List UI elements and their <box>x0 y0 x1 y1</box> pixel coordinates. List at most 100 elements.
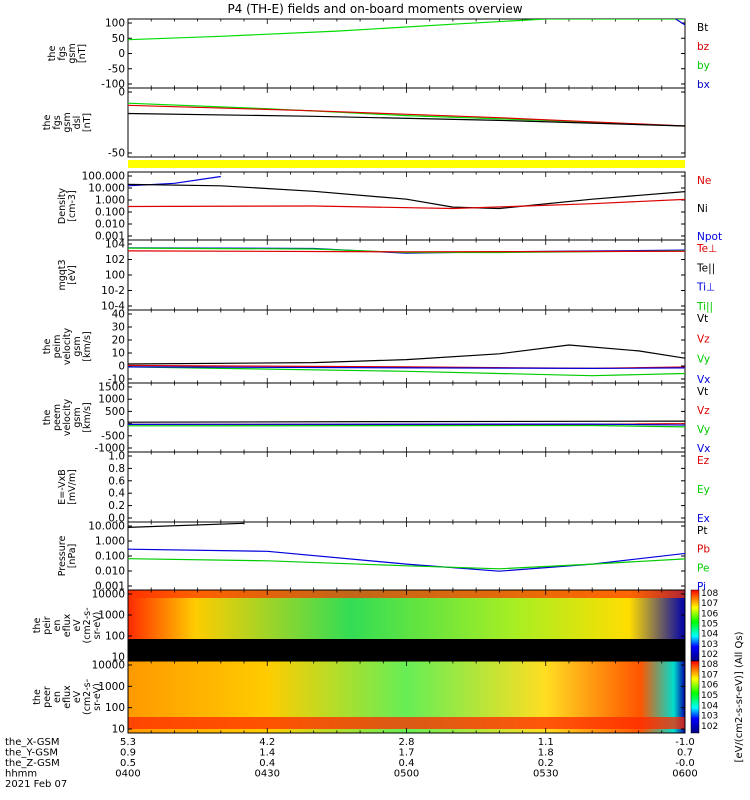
y-tick-label: 30 <box>112 322 125 334</box>
y-tick-label: 104 <box>105 239 125 251</box>
data-availability-bar <box>128 160 685 168</box>
y-tick-label: -50 <box>108 148 125 160</box>
y-axis-label: E=-VxB [mV/m] <box>57 469 78 505</box>
svg-text:[nT]: [nT] <box>82 113 93 132</box>
y-tick-label: 10-4 <box>101 301 125 313</box>
y-tick-label: 0 <box>118 87 125 99</box>
svg-text:the: the <box>42 115 53 131</box>
heatmap-low-energy-band <box>128 639 685 661</box>
svg-text:the: the <box>42 410 53 426</box>
svg-text:mgqt3: mgqt3 <box>57 259 68 290</box>
series-line-Ti|| <box>128 247 685 254</box>
x-axis-date: 2021 Feb 07 <box>5 779 67 790</box>
y-tick-label: 0.100 <box>95 551 125 563</box>
y-axis-label: the fgs gsm dsl [nT] <box>42 112 93 132</box>
svg-text:en: en <box>52 620 63 632</box>
svg-text:velocity: velocity <box>62 399 73 437</box>
series-line-Ni <box>128 183 685 210</box>
panel-frame <box>127 521 686 591</box>
series-line-Pi <box>128 548 685 572</box>
svg-text:eflux: eflux <box>62 685 73 709</box>
legend-entry: Vy <box>697 424 710 436</box>
y-tick-label: 0 <box>118 361 125 373</box>
legend-entry: Te⊥ <box>696 243 717 255</box>
panel-2: 0 -50 the fgs gsm dsl [nT] <box>42 87 686 160</box>
colorbar <box>690 589 700 662</box>
x-axis-row-value: 1.4 <box>259 748 275 759</box>
svg-text:eflux: eflux <box>62 613 73 637</box>
y-axis-label: the peer en eflux eV (cm2-s-sr-eV) <box>32 679 103 715</box>
svg-text:[nPa]: [nPa] <box>67 544 78 569</box>
x-axis-row-label: the_Y-GSM <box>5 748 58 759</box>
svg-text:the: the <box>42 339 53 355</box>
y-tick-label: 20 <box>112 335 125 347</box>
series-line-bz <box>128 104 685 127</box>
series-line-Te⊥ <box>128 250 685 253</box>
legend-entry: Ex <box>697 513 710 525</box>
series-line-Vt <box>128 420 685 423</box>
svg-text:dsl: dsl <box>72 116 83 130</box>
series-line-Ne <box>128 198 685 210</box>
series-line-Vz <box>128 422 685 425</box>
y-axis-label: the peem velocity gsm [km/s] <box>42 399 93 437</box>
y-tick-label: 50 <box>112 33 125 45</box>
series-line-Pt <box>128 522 245 528</box>
page-title: P4 (TH-E) fields and on-board moments ov… <box>227 2 522 16</box>
legend-entry: bx <box>697 79 710 91</box>
y-tick-label: 0.6 <box>108 475 125 487</box>
x-axis-labels: the_X-GSM 5.3 4.2 2.8 1.1 -1.0 the_Y-GSM 0.9 1.4… <box>5 737 698 790</box>
legend-entry: Ni <box>697 203 708 215</box>
x-axis-row-value: 0430 <box>255 769 280 780</box>
svg-text:gsm: gsm <box>72 336 83 356</box>
x-axis-row-label: hhmm <box>5 769 37 780</box>
y-tick-label: 100 <box>105 18 125 30</box>
x-axis-row-value: 0.5 <box>120 758 136 769</box>
legend-entry: Te|| <box>696 262 715 274</box>
y-tick-label: 0 <box>118 418 125 430</box>
x-axis-row-value: 2.8 <box>399 737 415 748</box>
svg-text:eV: eV <box>72 619 83 632</box>
y-tick-label: 0.2 <box>108 500 125 512</box>
series-line-bx <box>675 19 685 26</box>
x-axis-row-label: the_X-GSM <box>5 737 59 748</box>
colorbar <box>690 660 700 734</box>
legend-entry: Npot <box>697 231 722 243</box>
svg-text:[nT]: [nT] <box>77 44 88 63</box>
x-axis-row-value: 0600 <box>672 769 697 780</box>
y-tick-label: 100.000 <box>82 171 125 183</box>
y-tick-label: 100 <box>105 702 125 714</box>
y-tick-label: 0 <box>118 48 125 60</box>
y-tick-label: 1000 <box>98 610 125 622</box>
series-line-Vt <box>128 344 685 365</box>
y-tick-label: -1000 <box>94 443 125 455</box>
series-line-by <box>128 102 685 127</box>
y-tick-label: 1.000 <box>95 536 125 548</box>
y-tick-label: 1.0 <box>108 451 125 463</box>
heatmap-low-energy-band <box>128 717 685 729</box>
y-axis-label: the peir en eflux eV (cm2-s-sr-eV) <box>32 607 103 643</box>
svg-text:fgs: fgs <box>52 115 63 129</box>
legend-entry: Vt <box>697 313 708 325</box>
colorbar-tick-label: 103 <box>701 640 718 650</box>
svg-text:gsm: gsm <box>67 43 78 63</box>
legend-entry: Vz <box>697 405 710 417</box>
series-line-Vx <box>128 423 685 426</box>
series-line-Vy <box>128 424 685 428</box>
legend-entry: by <box>697 60 710 72</box>
y-tick-label: 0.001 <box>95 581 125 593</box>
svg-text:[km/s]: [km/s] <box>82 331 93 361</box>
series-line-Vy <box>128 366 685 377</box>
y-tick-label: 1000 <box>98 681 125 693</box>
legend-entry: Vz <box>697 333 710 345</box>
colorbar-tick-label: 108 <box>701 589 718 599</box>
legend-entry: Ti|| <box>696 301 713 313</box>
legend-entry: Vt <box>697 386 708 398</box>
series-line-Pe <box>128 558 685 570</box>
legend-entry: Vx <box>697 374 710 386</box>
svg-text:sr-eV): sr-eV) <box>92 612 103 640</box>
y-tick-label: 0.010 <box>95 219 125 231</box>
x-axis-row-value: 0530 <box>533 769 558 780</box>
